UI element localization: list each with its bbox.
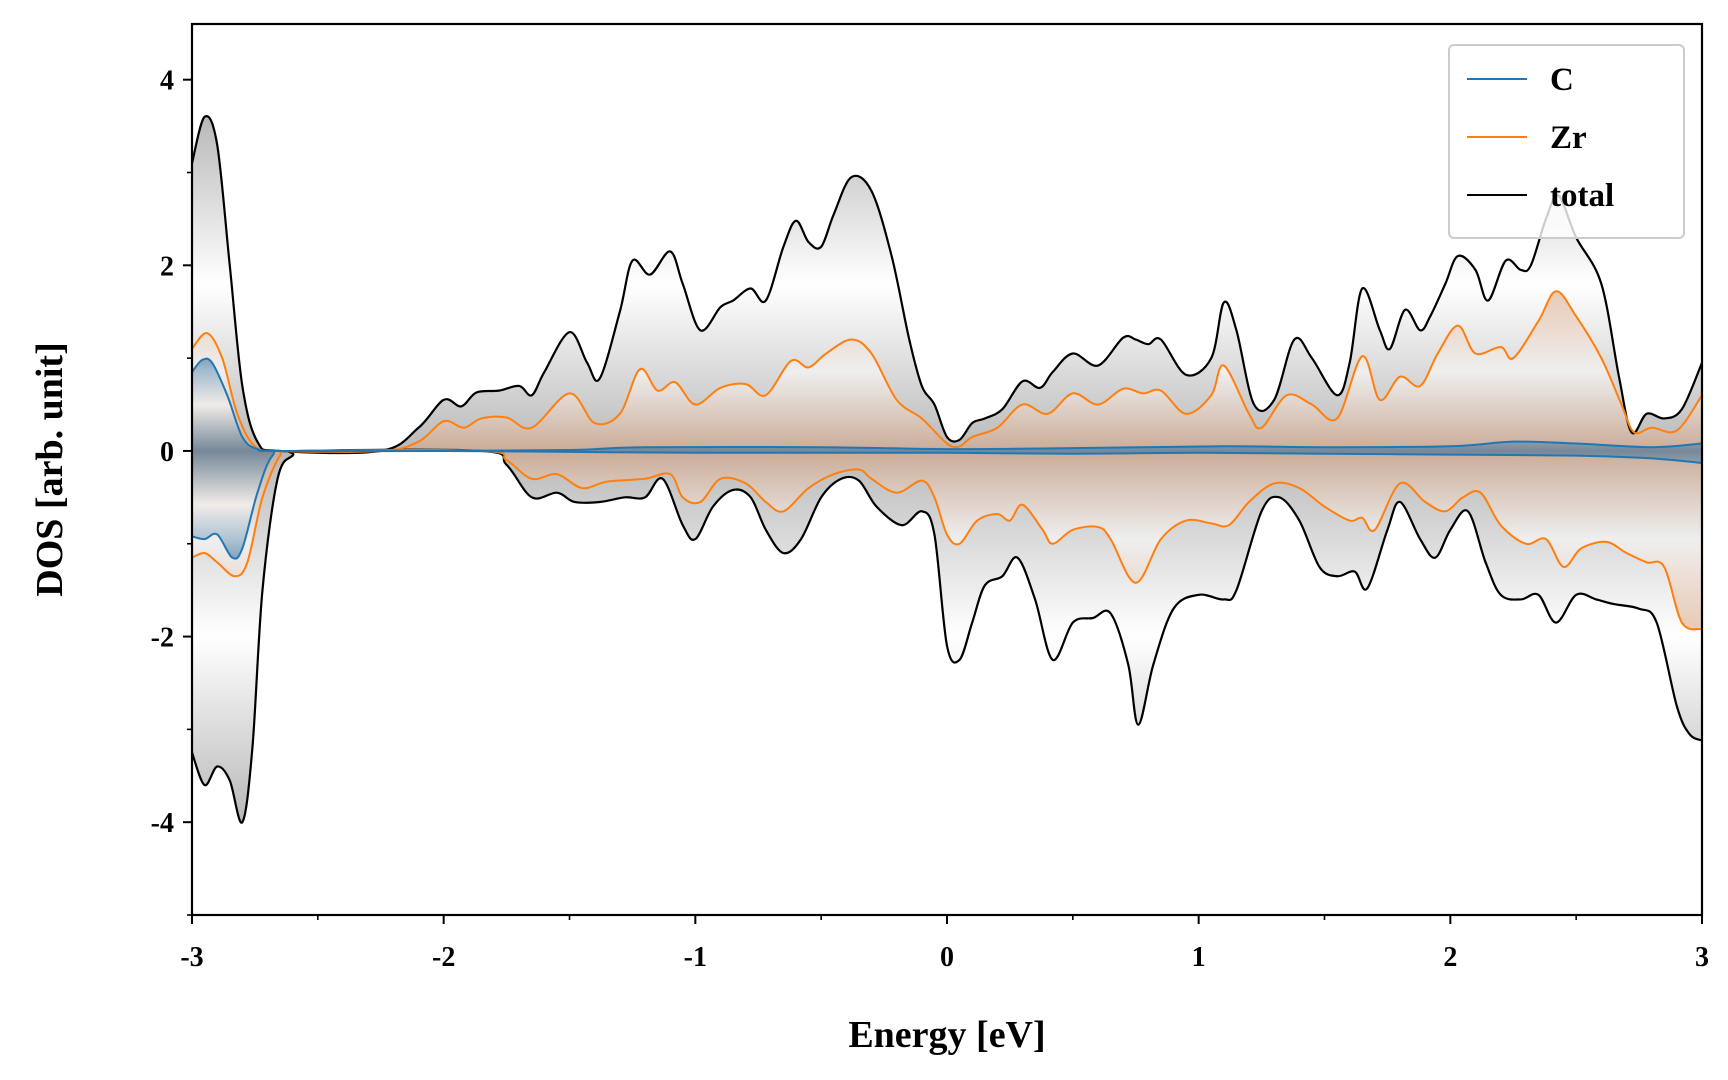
x-axis-title: Energy [eV] (848, 1014, 1045, 1056)
dos-line-c-up (192, 357, 1702, 453)
legend: C Zr total (1448, 44, 1685, 239)
y-tick-label: 2 (160, 251, 174, 282)
x-tick-label: 1 (1192, 942, 1206, 973)
x-tick-label: 0 (940, 942, 954, 973)
dos-fill-zr-down (192, 450, 1702, 630)
dos-line-zr-up (192, 290, 1702, 453)
legend-label-total: total (1550, 178, 1614, 214)
dos-fill-total-down (192, 449, 1702, 823)
legend-label-c: C (1550, 62, 1574, 98)
x-tick-label: -3 (180, 942, 203, 973)
x-tick-label: 2 (1443, 942, 1457, 973)
dos-line-c-down (192, 449, 1702, 560)
x-tick-label: -2 (432, 942, 455, 973)
y-tick-label: -4 (151, 808, 174, 839)
x-tick-label: 3 (1695, 942, 1709, 973)
y-axis-title: DOS [arb. unit] (29, 342, 71, 596)
dos-fill-zr-up (192, 291, 1702, 452)
dos-line-zr-down (192, 449, 1702, 631)
y-tick-label: -2 (151, 623, 174, 654)
x-tick-label: -1 (684, 942, 707, 973)
dos-line-total-down (192, 448, 1702, 824)
y-tick-label: 0 (160, 437, 174, 468)
dos-fill-total-up (192, 116, 1702, 454)
legend-box (1448, 44, 1685, 239)
dos-line-total-up (192, 115, 1702, 455)
y-tick-label: 4 (160, 66, 174, 97)
legend-label-zr: Zr (1550, 120, 1587, 156)
